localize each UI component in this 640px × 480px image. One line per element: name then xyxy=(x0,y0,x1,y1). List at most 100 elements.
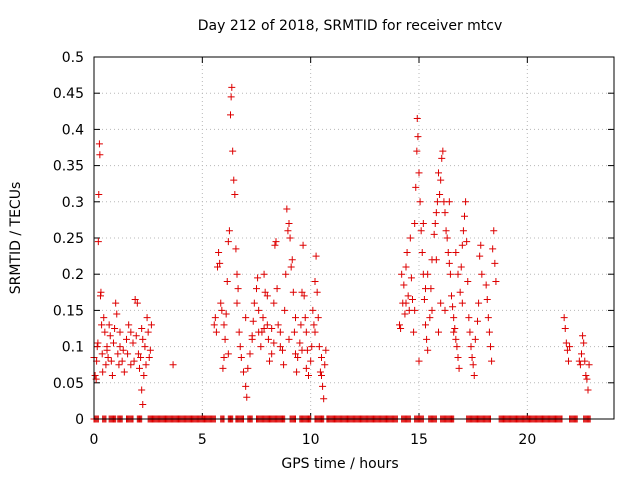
data-point xyxy=(579,332,587,340)
data-point xyxy=(298,346,306,354)
data-point xyxy=(441,306,449,314)
data-point xyxy=(566,343,574,351)
data-point xyxy=(449,303,457,311)
data-point xyxy=(98,321,106,329)
x-axis-label: GPS time / hours xyxy=(281,456,399,472)
data-point xyxy=(298,288,306,296)
data-point xyxy=(242,314,250,322)
data-point xyxy=(125,321,133,329)
data-point xyxy=(130,357,138,365)
data-point xyxy=(100,314,108,322)
data-point xyxy=(144,328,152,336)
data-point xyxy=(215,248,223,256)
data-point xyxy=(426,314,434,322)
data-point xyxy=(416,198,424,206)
x-tick-label: 5 xyxy=(198,432,207,448)
data-point xyxy=(452,335,460,343)
data-point xyxy=(420,296,428,304)
data-point xyxy=(228,83,236,91)
data-point xyxy=(467,343,475,351)
data-point xyxy=(562,339,570,347)
data-point xyxy=(407,274,415,282)
data-point xyxy=(217,299,225,307)
data-point xyxy=(584,386,592,394)
data-point xyxy=(437,299,445,307)
data-point xyxy=(322,346,330,354)
data-point xyxy=(454,353,462,361)
data-point xyxy=(417,227,425,235)
data-point xyxy=(466,328,474,336)
data-point xyxy=(462,198,470,206)
data-point xyxy=(468,353,476,361)
data-point xyxy=(279,346,286,354)
data-point xyxy=(240,368,247,376)
data-point xyxy=(232,245,240,253)
data-point xyxy=(270,299,278,307)
data-point xyxy=(402,263,410,271)
data-point xyxy=(136,364,143,372)
data-point xyxy=(419,220,427,228)
data-point xyxy=(457,263,465,271)
data-point xyxy=(314,314,322,322)
data-point xyxy=(450,328,458,336)
data-point xyxy=(260,325,268,332)
data-point xyxy=(485,328,493,336)
data-point xyxy=(263,292,271,300)
data-point xyxy=(211,314,219,322)
data-point xyxy=(286,234,294,242)
data-point xyxy=(436,191,444,199)
data-point xyxy=(435,169,442,177)
y-tick-label: 0.5 xyxy=(62,50,84,66)
data-point xyxy=(276,328,284,336)
data-point xyxy=(446,270,454,278)
data-point xyxy=(233,270,241,278)
data-point xyxy=(250,299,258,307)
data-point xyxy=(404,292,412,300)
data-point xyxy=(219,364,227,372)
data-point xyxy=(140,372,148,380)
data-point xyxy=(445,198,453,206)
data-point xyxy=(307,357,315,365)
data-point xyxy=(415,169,423,177)
data-point xyxy=(301,314,309,322)
data-point xyxy=(293,368,301,376)
data-point xyxy=(560,314,568,322)
data-point xyxy=(133,299,141,307)
data-point xyxy=(475,299,483,307)
data-point xyxy=(212,328,220,336)
data-point xyxy=(309,306,317,314)
data-point xyxy=(94,238,102,246)
data-point xyxy=(257,343,265,351)
data-point xyxy=(95,140,103,148)
data-point xyxy=(145,353,153,361)
data-point xyxy=(242,382,250,390)
data-point xyxy=(111,325,119,332)
data-point xyxy=(237,353,245,361)
data-point xyxy=(299,241,307,249)
data-point xyxy=(259,314,267,322)
data-point xyxy=(288,256,296,264)
data-point xyxy=(225,227,233,235)
data-point xyxy=(114,350,122,358)
y-tick-label: 0.35 xyxy=(53,159,84,175)
data-point xyxy=(424,270,432,278)
data-point xyxy=(263,321,271,329)
grid-lines xyxy=(94,57,614,419)
data-point xyxy=(131,296,139,304)
data-point xyxy=(455,364,463,372)
data-point xyxy=(431,220,439,228)
x-tick-label: 20 xyxy=(518,432,536,448)
data-point xyxy=(94,339,102,347)
data-point xyxy=(561,325,569,332)
data-point xyxy=(292,350,299,358)
data-point xyxy=(261,288,269,296)
data-point xyxy=(221,335,229,343)
data-point xyxy=(169,361,177,369)
data-point xyxy=(249,317,257,325)
data-point xyxy=(424,346,432,354)
data-point xyxy=(465,314,473,322)
data-point xyxy=(470,372,478,380)
data-point xyxy=(110,339,117,347)
data-point xyxy=(297,321,305,329)
data-point xyxy=(482,281,490,289)
